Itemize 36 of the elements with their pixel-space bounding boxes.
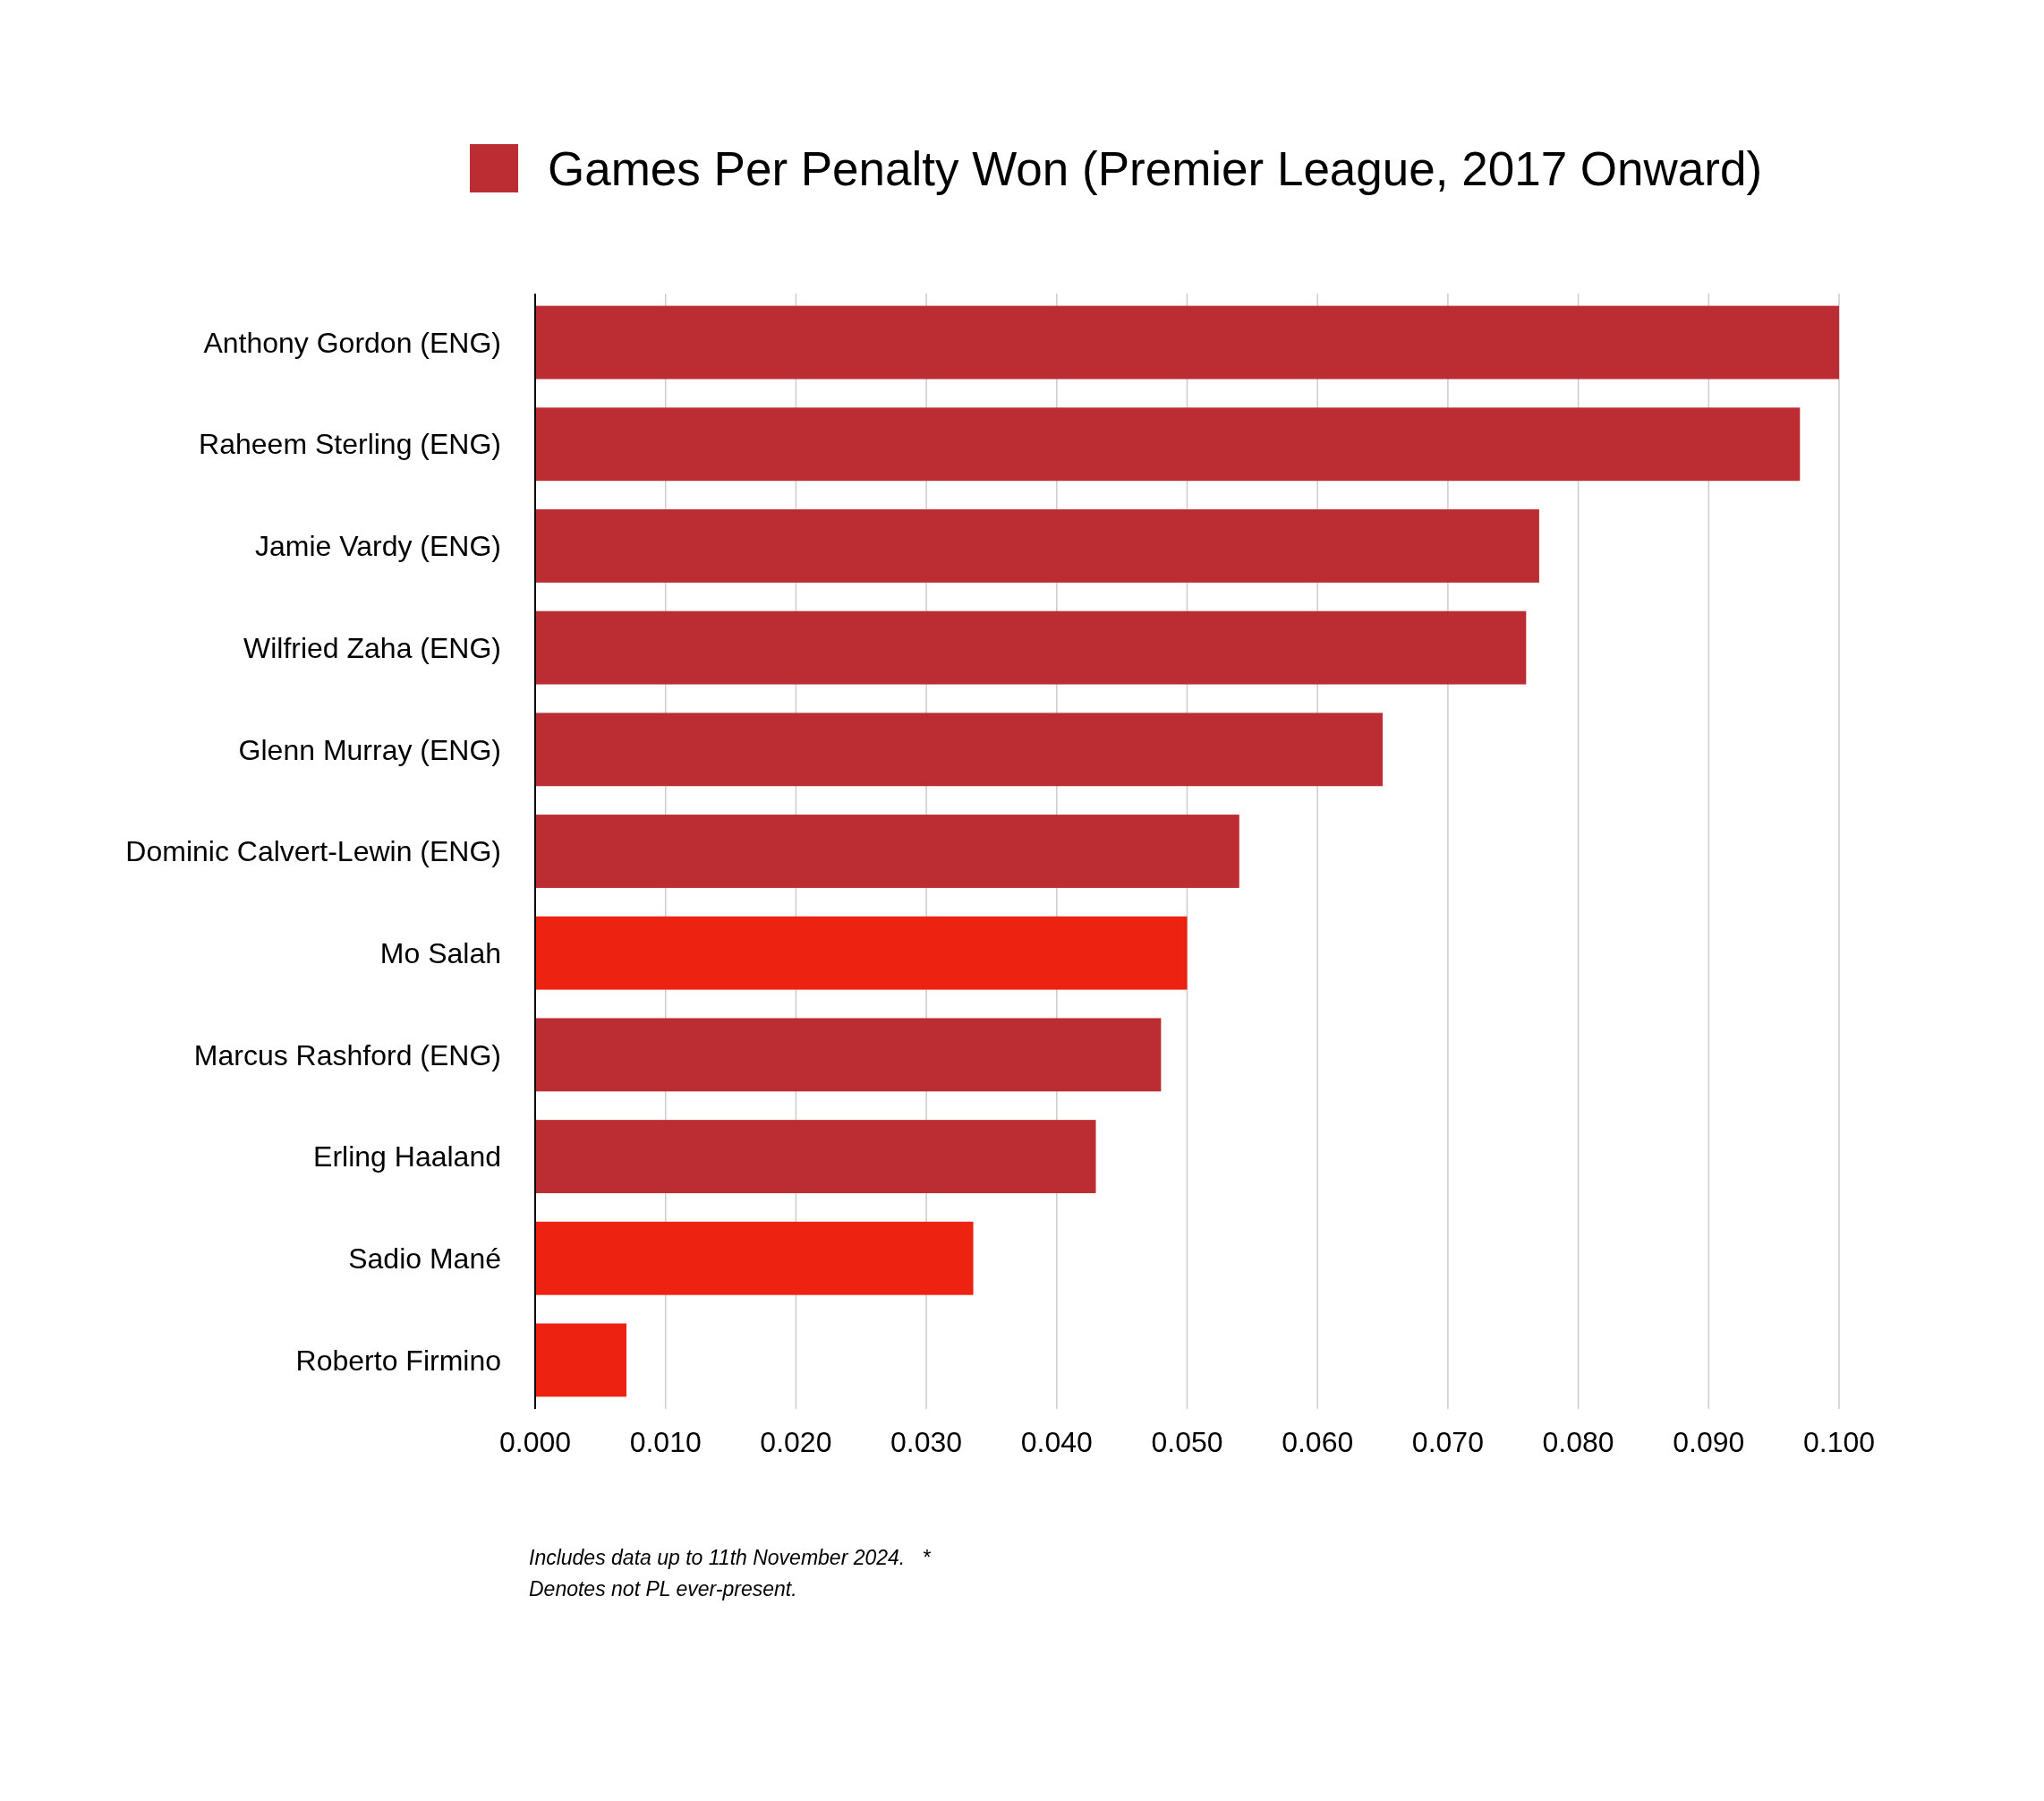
x-tick-label: 0.010 xyxy=(629,1426,702,1458)
x-tick-label: 0.090 xyxy=(1673,1426,1745,1458)
bar xyxy=(535,305,1839,380)
x-tick-label: 0.000 xyxy=(498,1426,572,1458)
y-tick-label: Jamie Vardy (ENG) xyxy=(254,530,501,563)
bar xyxy=(535,1018,1162,1092)
legend-label: Games Per Penalty Won (Premier League, 2017 Onward) xyxy=(548,141,1763,195)
y-tick-label: Sadio Mané xyxy=(348,1242,501,1275)
bar xyxy=(535,610,1527,685)
x-tick-label: 0.070 xyxy=(1411,1426,1484,1458)
y-tick-label: Glenn Murray (ENG) xyxy=(238,733,501,766)
bar xyxy=(535,916,1188,990)
x-tick-label: 0.020 xyxy=(760,1426,832,1458)
x-tick-label: 0.030 xyxy=(890,1426,963,1458)
y-tick-label: Roberto Firmino xyxy=(295,1344,501,1377)
y-tick-label: Mo Salah xyxy=(379,936,501,969)
text: Includes data up to 11th November 2024. * xyxy=(529,1546,932,1569)
x-tick-label: 0.040 xyxy=(1020,1426,1093,1458)
y-tick-label: Marcus Rashford (ENG) xyxy=(193,1038,501,1071)
x-tick-label: 0.100 xyxy=(1802,1426,1876,1458)
bar xyxy=(535,1221,974,1295)
y-tick-label: Dominic Calvert-Lewin (ENG) xyxy=(125,835,501,868)
y-tick-label: Wilfried Zaha (ENG) xyxy=(243,631,501,664)
text: Denotes not PL ever-present. xyxy=(529,1577,797,1600)
bar xyxy=(535,713,1384,787)
bar xyxy=(535,1120,1096,1193)
y-tick-label: Raheem Sterling (ENG) xyxy=(199,428,501,461)
bar xyxy=(535,1323,626,1397)
x-tick-label: 0.080 xyxy=(1542,1426,1614,1458)
bar xyxy=(535,509,1539,583)
x-tick-label: 0.050 xyxy=(1151,1426,1223,1458)
y-tick-label: Anthony Gordon (ENG) xyxy=(203,326,501,359)
bar xyxy=(535,407,1801,482)
x-tick-label: 0.060 xyxy=(1282,1426,1354,1458)
y-tick-label: Erling Haaland xyxy=(313,1140,501,1174)
bar xyxy=(535,815,1239,888)
